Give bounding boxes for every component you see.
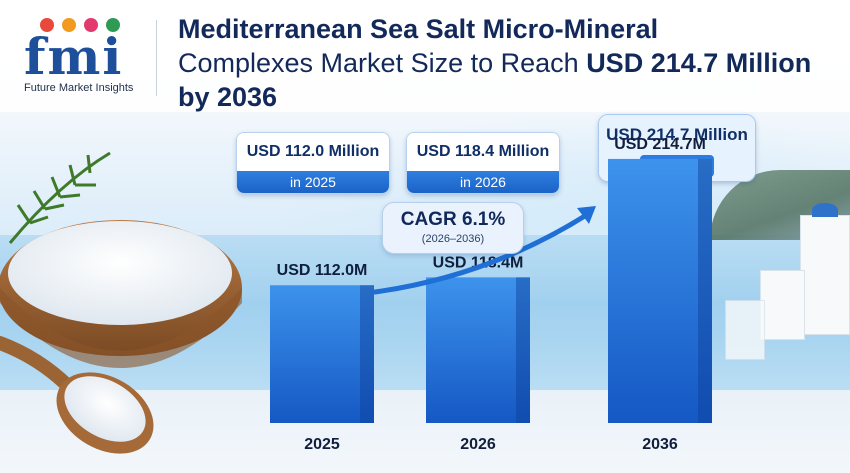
blue-dome — [812, 203, 838, 217]
cagr-period: (2026–2036) — [421, 233, 485, 245]
rosemary-sprig — [8, 151, 111, 244]
callout-value: USD 214.7 Million — [599, 115, 755, 155]
spoon-salt — [64, 376, 146, 442]
growth-arrow-head — [577, 206, 596, 224]
bar-2026 — [426, 277, 530, 423]
title-line-1: Mediterranean Sea Salt Micro-Mineral — [178, 14, 659, 44]
fmi-logo[interactable]: fmi Future Market Insights — [20, 14, 150, 100]
logo-dot-icon — [62, 18, 76, 32]
logo-subtitle: Future Market Insights — [24, 82, 134, 94]
title-line-2: Complexes Market Size to Reach — [178, 48, 579, 78]
cagr-value: CAGR 6.1% — [400, 209, 506, 230]
page-title: Mediterranean Sea Salt Micro-Mineral Com… — [178, 12, 838, 114]
growth-arrow — [372, 211, 591, 295]
salt-bowl-illustration — [0, 151, 242, 454]
category-label: 2036 — [642, 436, 678, 453]
bar-side-2025 — [360, 285, 374, 423]
callout-value: USD 118.4 Million — [407, 133, 559, 171]
callout-value: USD 112.0 Million — [237, 133, 389, 171]
bar-value-label: USD 112.0M — [277, 262, 368, 279]
logo-mark: fmi — [24, 27, 124, 86]
logo-icons — [40, 18, 120, 32]
callout-2026: USD 118.4 Million in 2026 — [406, 132, 560, 194]
white-house-2 — [760, 270, 805, 340]
bar-side-2036 — [698, 158, 712, 423]
callout-period: in 2025 — [237, 171, 389, 193]
bar-2036 — [608, 158, 712, 423]
callout-period: in 2026 — [407, 171, 559, 193]
title-highlight: USD 214.7 Million — [586, 48, 812, 78]
title-line-3: by 2036 — [178, 82, 278, 112]
bar-side-2026 — [516, 277, 530, 423]
logo-dot-icon — [40, 18, 54, 32]
white-house-3 — [725, 300, 765, 360]
cagr-bubble: CAGR 6.1% (2026–2036) — [382, 202, 524, 254]
bar-2025 — [270, 285, 374, 423]
header-divider — [156, 20, 157, 96]
header: fmi Future Market Insights Mediterranean… — [0, 0, 850, 112]
salt-pile — [8, 221, 232, 325]
bar-value-label: USD 214.7M — [614, 136, 706, 153]
category-label: 2026 — [460, 436, 496, 453]
logo-dot-icon — [84, 18, 98, 32]
logo-dot-icon — [106, 18, 120, 32]
callout-2025: USD 112.0 Million in 2025 — [236, 132, 390, 194]
category-label: 2025 — [304, 436, 340, 453]
